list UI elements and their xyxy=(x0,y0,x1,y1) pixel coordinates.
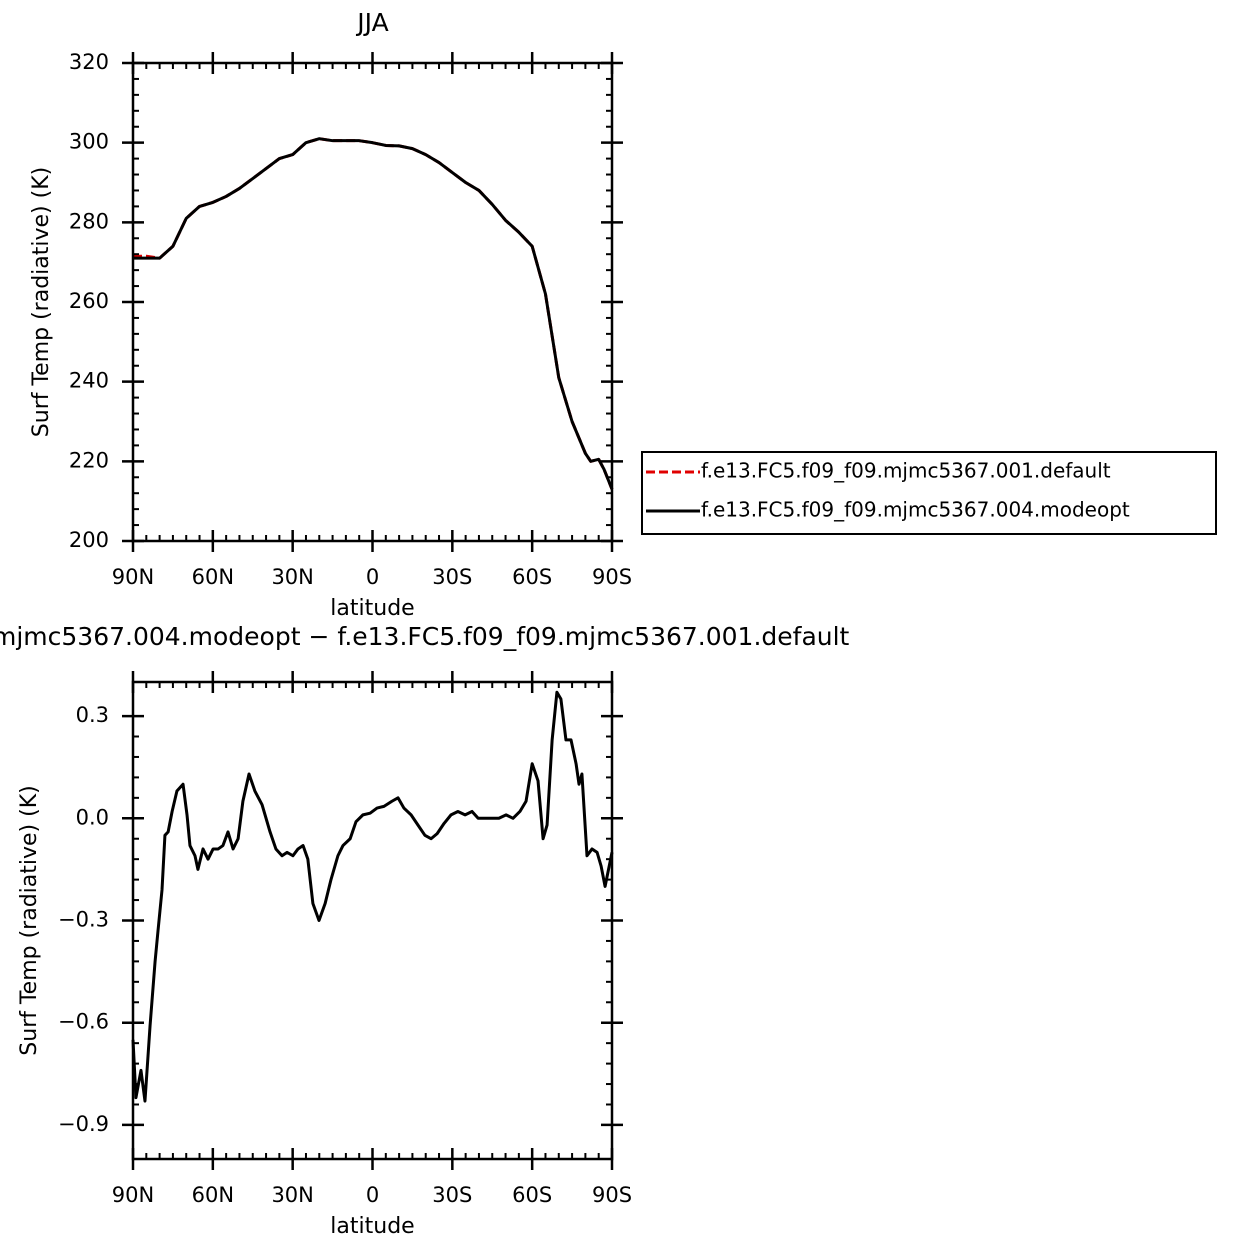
legend-label: f.e13.FC5.f09_f09.mjmc5367.004.modeopt xyxy=(701,498,1130,522)
x-tick-label: 30S xyxy=(432,565,472,589)
y-tick-label: 200 xyxy=(69,528,109,552)
x-tick-label: 90N xyxy=(112,1183,154,1207)
y-tick-label: −0.3 xyxy=(58,908,109,932)
x-axis-title: latitude xyxy=(330,596,414,621)
plot-frame xyxy=(131,61,614,543)
legend: f.e13.FC5.f09_f09.mjmc5367.001.default f.… xyxy=(641,451,1217,535)
y-tick-label: 220 xyxy=(69,448,109,472)
x-tick-label: 30N xyxy=(271,565,313,589)
y-axis-title: Surf Temp (radiative) (K) xyxy=(29,167,54,437)
legend-box xyxy=(641,451,1217,535)
chart-title: JJA xyxy=(355,8,388,37)
x-tick-label: 90N xyxy=(112,565,154,589)
y-tick-label: 320 xyxy=(69,50,109,74)
series-line xyxy=(131,690,614,1103)
y-tick-label: 0.3 xyxy=(76,703,109,727)
x-tick-label: 0 xyxy=(366,1183,379,1207)
x-tick-label: 60S xyxy=(512,1183,552,1207)
x-tick-label: 60N xyxy=(192,1183,234,1207)
x-tick-label: 60S xyxy=(512,565,552,589)
y-tick-label: 240 xyxy=(69,369,109,393)
y-tick-label: −0.6 xyxy=(58,1010,109,1034)
y-tick-label: 300 xyxy=(69,130,109,154)
y-tick-label: 0.0 xyxy=(76,805,109,829)
x-axis-title: latitude xyxy=(330,1214,414,1239)
series-line xyxy=(133,137,614,490)
plot-frame xyxy=(131,680,614,1161)
y-axis-title: Surf Temp (radiative) (K) xyxy=(17,785,42,1055)
chart-title: mjmc5367.004.modeopt − f.e13.FC5.f09_f09… xyxy=(0,622,850,651)
y-tick-label: 280 xyxy=(69,209,109,233)
y-tick-label: −0.9 xyxy=(58,1112,109,1136)
x-tick-label: 0 xyxy=(366,565,379,589)
legend-label: f.e13.FC5.f09_f09.mjmc5367.001.default xyxy=(701,459,1111,483)
x-tick-label: 90S xyxy=(592,1183,632,1207)
y-tick-label: 260 xyxy=(69,289,109,313)
series-line xyxy=(133,137,614,490)
x-tick-label: 90S xyxy=(592,565,632,589)
x-tick-label: 30N xyxy=(271,1183,313,1207)
x-tick-label: 60N xyxy=(192,565,234,589)
x-tick-label: 30S xyxy=(432,1183,472,1207)
